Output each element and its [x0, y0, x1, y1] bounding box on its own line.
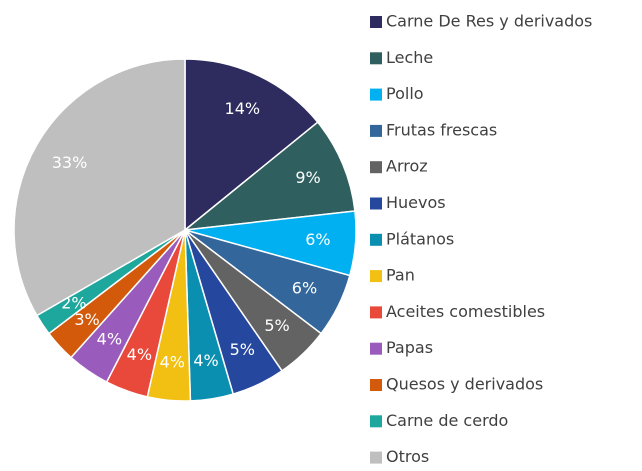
- legend-label: Frutas frescas: [386, 120, 497, 139]
- legend-label: Carne De Res y derivados: [386, 12, 592, 31]
- legend-label: Quesos y derivados: [386, 375, 543, 394]
- legend-label: Pan: [386, 266, 415, 285]
- data-label: 4%: [193, 351, 218, 370]
- legend-marker: [370, 415, 382, 428]
- legend-label: Plátanos: [386, 229, 454, 248]
- legend-marker: [370, 233, 382, 246]
- legend-marker: [370, 270, 382, 283]
- legend-marker: [370, 451, 382, 464]
- data-label: 4%: [97, 329, 122, 348]
- legend-marker: [370, 342, 382, 355]
- data-label: 4%: [160, 352, 185, 371]
- legend-marker: [370, 52, 382, 65]
- data-label: 6%: [292, 279, 317, 298]
- legend-marker: [370, 161, 382, 174]
- legend-marker: [370, 379, 382, 391]
- legend-marker: [370, 197, 382, 210]
- legend-marker: [370, 124, 382, 137]
- data-label: 4%: [127, 345, 152, 364]
- legend-label: Otros: [386, 447, 429, 466]
- legend-label: Pollo: [386, 84, 424, 103]
- legend-marker: [370, 306, 382, 319]
- legend-label: Papas: [386, 338, 433, 357]
- data-label: 9%: [295, 168, 320, 187]
- data-label: 5%: [264, 316, 289, 335]
- data-label: 33%: [52, 153, 88, 172]
- legend-label: Aceites comestibles: [386, 302, 545, 321]
- legend-marker: [370, 16, 382, 28]
- data-label: 6%: [305, 230, 330, 249]
- pie-slice: [13, 58, 186, 317]
- data-label: 5%: [230, 340, 255, 359]
- legend-label: Carne de cerdo: [386, 411, 508, 430]
- pie-slice: [184, 58, 319, 232]
- legend-label: Leche: [386, 48, 433, 67]
- data-label: 3%: [74, 310, 99, 329]
- data-label: 14%: [225, 99, 261, 118]
- legend-marker: [370, 88, 382, 101]
- legend-label: Arroz: [386, 157, 428, 176]
- legend-label: Huevos: [386, 193, 446, 212]
- pie-slice: [182, 121, 356, 232]
